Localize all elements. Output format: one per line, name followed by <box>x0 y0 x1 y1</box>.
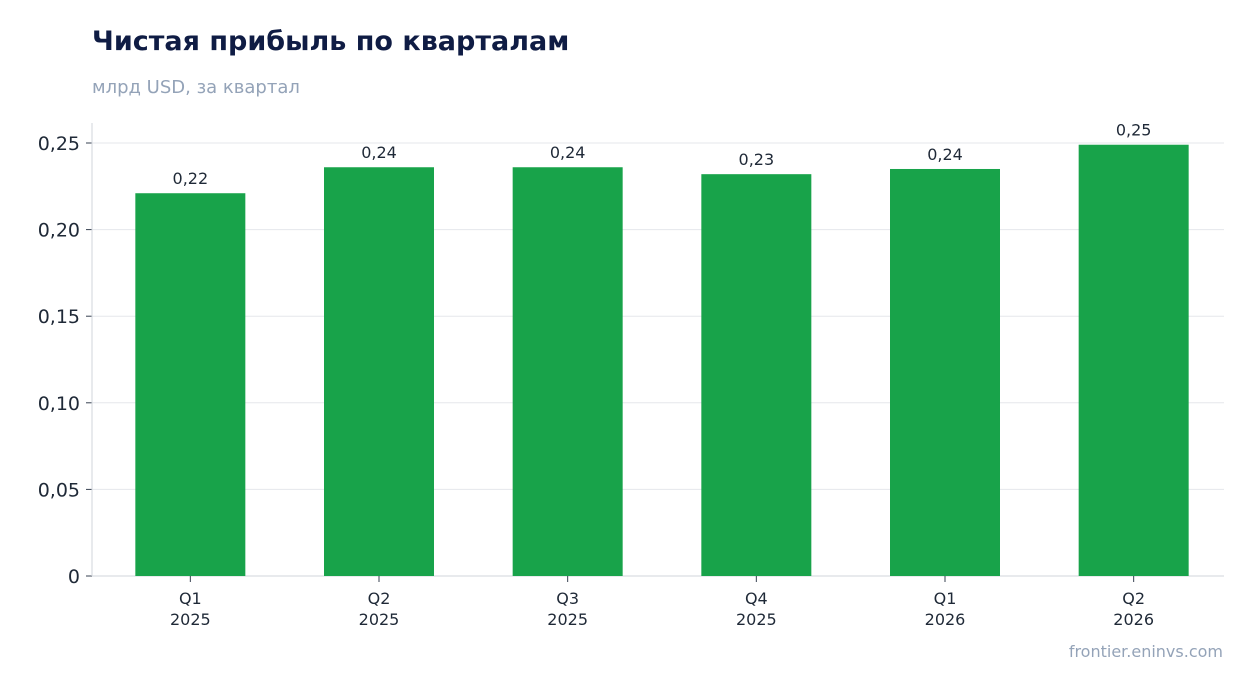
source-watermark: frontier.eninvs.com <box>1068 642 1223 661</box>
bar <box>512 167 623 577</box>
y-tick-label: 0,25 <box>38 133 80 155</box>
data-label: 0,24 <box>927 145 963 164</box>
grid-lines <box>92 142 1224 490</box>
x-tick-label-quarter: Q2 <box>1122 589 1145 608</box>
x-tick-label-year: 2026 <box>1113 610 1154 629</box>
x-tick-label-quarter: Q2 <box>368 589 391 608</box>
x-tick-label-quarter: Q4 <box>745 589 768 608</box>
chart-subtitle: млрд USD, за квартал <box>92 77 300 98</box>
data-label: 0,22 <box>173 169 209 188</box>
x-tick-label-quarter: Q1 <box>934 589 957 608</box>
x-tick-label-year: 2025 <box>736 610 777 629</box>
data-label: 0,23 <box>739 150 775 169</box>
x-tick-label-year: 2025 <box>547 610 588 629</box>
y-tick-label: 0,15 <box>38 306 80 328</box>
y-tick-label: 0,20 <box>38 220 80 242</box>
x-tick-label-year: 2025 <box>359 610 400 629</box>
bar <box>1078 144 1189 576</box>
bars <box>135 144 1189 577</box>
y-tick-label: 0,10 <box>38 393 80 415</box>
y-tick-label: 0,05 <box>38 479 80 501</box>
axes <box>86 123 1224 582</box>
data-label: 0,24 <box>361 143 397 162</box>
bar <box>890 168 1000 577</box>
x-tick-label-year: 2026 <box>925 610 966 629</box>
bar <box>135 193 246 576</box>
x-tick-label-quarter: Q1 <box>179 589 202 608</box>
y-tick-label: 0 <box>68 566 80 588</box>
data-label: 0,25 <box>1116 121 1152 140</box>
x-tick-label-quarter: Q3 <box>556 589 579 608</box>
x-tick-label-year: 2025 <box>170 610 211 629</box>
data-label: 0,24 <box>550 143 586 162</box>
chart-title: Чистая прибыль по кварталам <box>92 26 570 57</box>
labels: 0 0,05 0,10 0,15 0,20 0,25 0,22 Q1 2025 0,24 Q2 202… <box>38 121 1154 629</box>
bar <box>701 174 812 576</box>
bar <box>324 167 434 577</box>
